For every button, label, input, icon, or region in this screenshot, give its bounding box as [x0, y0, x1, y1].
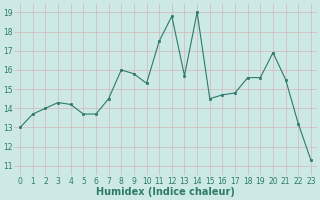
- X-axis label: Humidex (Indice chaleur): Humidex (Indice chaleur): [96, 187, 235, 197]
